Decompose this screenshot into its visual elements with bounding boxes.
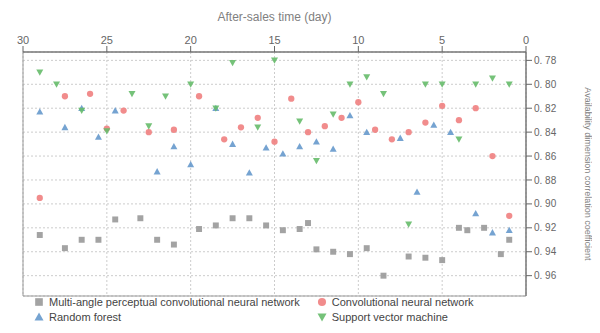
svg-text:10: 10 — [352, 34, 364, 46]
svg-text:5: 5 — [439, 34, 445, 46]
svg-text:0. 78: 0. 78 — [534, 55, 557, 66]
svg-text:15: 15 — [268, 34, 280, 46]
svg-text:0: 0 — [523, 34, 529, 46]
svg-text:30: 30 — [17, 34, 29, 46]
svg-text:0. 80: 0. 80 — [534, 79, 557, 90]
svg-text:After-sales time (day): After-sales time (day) — [217, 10, 331, 24]
html-text:Multi-angle perceptual convolu: Multi-angle perceptual convolutional neu… — [49, 296, 300, 308]
svg-text:20: 20 — [185, 34, 197, 46]
svg-text:0. 92: 0. 92 — [534, 222, 557, 233]
svg-text:0. 90: 0. 90 — [534, 198, 557, 209]
svg-text:0. 96: 0. 96 — [534, 270, 557, 281]
svg-text:0. 84: 0. 84 — [534, 127, 557, 138]
svg-text:Availability dimension correla: Availability dimension correlation coeff… — [583, 87, 592, 261]
html-text:Random forest: Random forest — [49, 311, 122, 323]
svg-text:0. 82: 0. 82 — [534, 103, 557, 114]
svg-text:25: 25 — [101, 34, 113, 46]
svg-text:0. 94: 0. 94 — [534, 246, 557, 257]
html-text:Convolutional neural network: Convolutional neural network — [331, 296, 474, 308]
svg-text:0. 88: 0. 88 — [534, 175, 557, 186]
svg-text:0. 86: 0. 86 — [534, 151, 557, 162]
html-text:Support vector machine: Support vector machine — [331, 311, 448, 323]
